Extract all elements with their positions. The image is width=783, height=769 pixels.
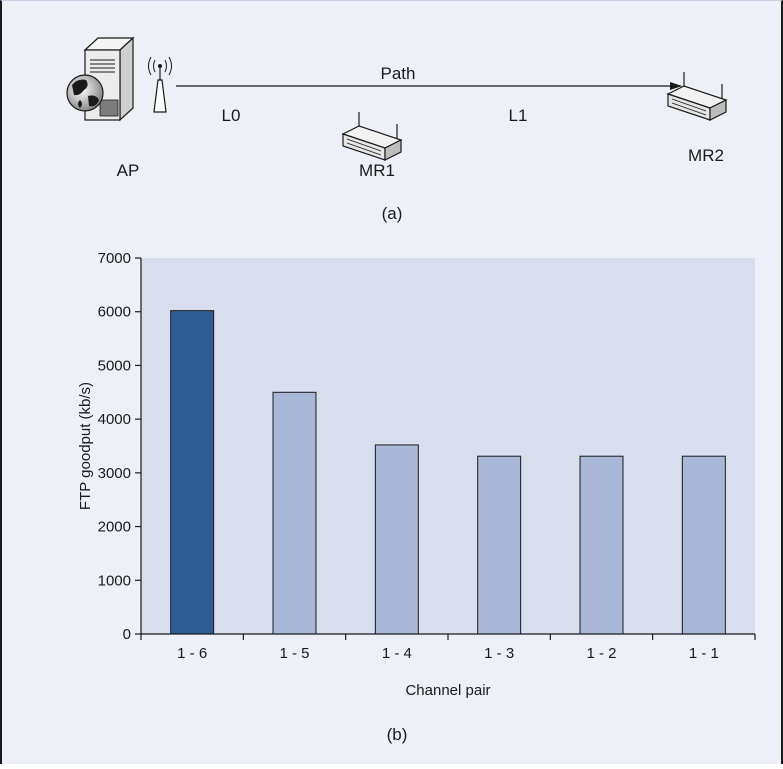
bar	[272, 391, 317, 635]
diagram-caption: (a)	[382, 204, 403, 223]
antenna-icon	[148, 56, 172, 113]
y-axis: 0 1000 2000 3000 4000 5000 6000 7000	[98, 250, 142, 643]
bar	[681, 455, 726, 635]
x-tick-label: 1 - 3	[484, 645, 514, 662]
x-tick-label: 1 - 5	[279, 645, 309, 662]
network-diagram: Path L0 L1 AP MR1 MR2 (a)	[66, 36, 728, 223]
y-tick-label: 4000	[98, 411, 131, 428]
y-tick-label: 0	[123, 626, 131, 643]
y-tick-label: 7000	[98, 250, 131, 267]
path-label: Path	[381, 64, 416, 83]
bars-group	[170, 310, 726, 635]
chart-caption: (b)	[387, 725, 408, 744]
x-tick-label: 1 - 2	[586, 645, 616, 662]
mesh-router-icon	[666, 72, 728, 121]
mesh-router-icon	[341, 112, 403, 161]
y-axis-title: FTP goodput (kb/s)	[77, 382, 94, 510]
node-label-mr1: MR1	[359, 161, 395, 180]
bar	[477, 455, 522, 635]
bar	[170, 310, 215, 635]
x-tick-label: 1 - 4	[382, 645, 412, 662]
y-tick-label: 6000	[98, 304, 131, 321]
link-label-l0: L0	[222, 106, 241, 125]
plot-area	[141, 258, 755, 634]
y-tick-label: 3000	[98, 465, 131, 482]
bar	[374, 444, 419, 635]
x-axis: 1 - 6 1 - 5 1 - 4 1 - 3 1 - 2 1 - 1	[140, 633, 756, 662]
bar	[579, 455, 624, 635]
y-tick-label: 1000	[98, 572, 131, 589]
bar-chart: 0 1000 2000 3000 4000 5000 6000 7000 1 - 6 1 - 5…	[77, 250, 756, 744]
x-tick-label: 1 - 6	[177, 645, 207, 662]
y-tick-label: 2000	[98, 519, 131, 536]
node-label-mr2: MR2	[688, 146, 724, 165]
x-tick-label: 1 - 1	[689, 645, 719, 662]
globe-icon	[66, 74, 104, 112]
link-label-l1: L1	[509, 106, 528, 125]
x-axis-title: Channel pair	[405, 682, 490, 699]
node-label-ap: AP	[117, 161, 140, 180]
y-tick-label: 5000	[98, 357, 131, 374]
